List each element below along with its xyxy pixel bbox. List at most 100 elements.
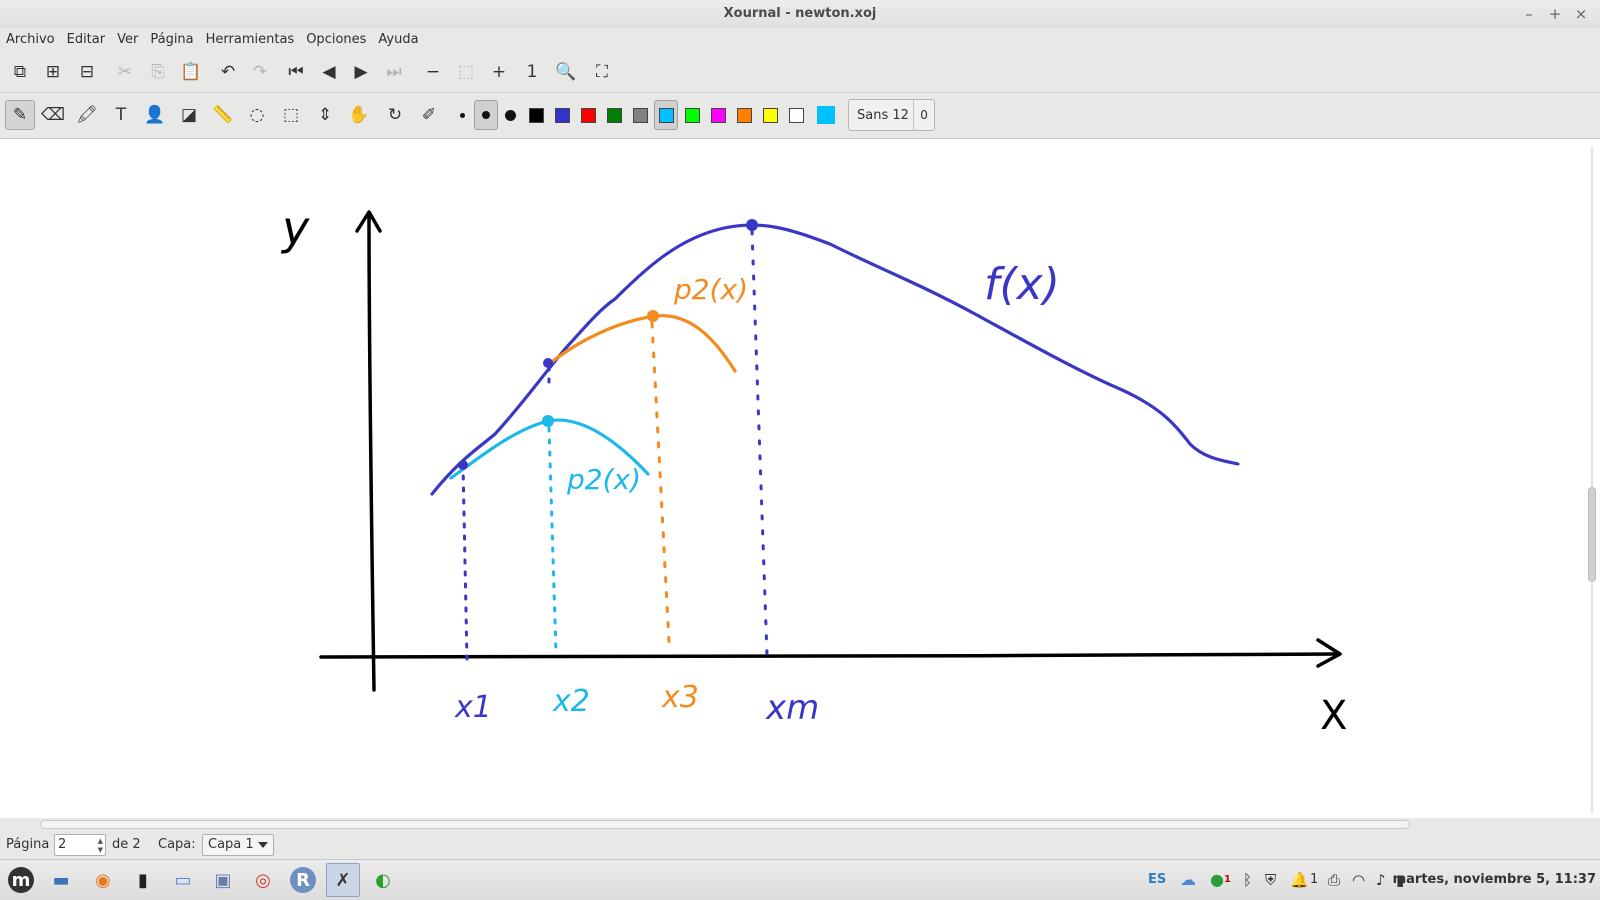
bluetooth-icon[interactable]: ᛒ <box>1243 871 1253 889</box>
first-page-icon[interactable]: ⏮ <box>288 62 304 82</box>
zoom-in-icon[interactable]: + <box>491 62 507 82</box>
files-glyph: ▭ <box>174 869 192 891</box>
color-red-button[interactable] <box>576 100 600 130</box>
x2-dotted-line <box>547 426 558 655</box>
xournal-icon[interactable]: ✗ <box>326 863 360 897</box>
vertical-scroll-thumb[interactable] <box>1588 487 1596 582</box>
eraser-tool-icon[interactable]: ⌫ <box>40 105 66 125</box>
f-curve <box>430 223 1240 496</box>
rect-select-icon[interactable]: ⬚ <box>282 105 300 125</box>
copy-icon[interactable]: ⎘ <box>151 62 165 82</box>
vertical-space-icon[interactable]: ⇕ <box>317 105 333 125</box>
color-green-button[interactable] <box>602 100 626 130</box>
spin-down-icon[interactable]: ▼ <box>97 846 103 854</box>
hand-tool-icon[interactable]: ✋ <box>348 105 370 125</box>
cloud-sync-icon[interactable]: ☁ <box>1180 870 1196 889</box>
default-tool-icon[interactable]: ↻ <box>387 105 403 125</box>
shield-icon[interactable]: ⛨ <box>1265 871 1277 889</box>
mint-menu-glyph: m <box>8 867 34 893</box>
zoom-set-icon[interactable]: 🔍 <box>555 62 577 82</box>
font-button[interactable]: Sans 12 0 <box>848 99 935 131</box>
paste-icon[interactable]: 📋 <box>180 62 202 82</box>
keyboard-layout[interactable]: ES <box>1148 872 1167 887</box>
image-tool-icon[interactable]: 👤 <box>144 105 166 125</box>
thickness-thick-button[interactable] <box>498 100 522 130</box>
menu-ver[interactable]: Ver <box>117 32 139 47</box>
menu-opciones[interactable]: Opciones <box>306 32 367 47</box>
thickness-fine-button[interactable] <box>450 100 474 130</box>
menu-herramientas[interactable]: Herramientas <box>205 32 295 47</box>
new-page-icon[interactable]: ⧉ <box>13 62 27 82</box>
horizontal-scrollbar[interactable] <box>40 820 1410 829</box>
clock[interactable]: martes, noviembre 5, 11:37 <box>1392 872 1596 887</box>
default-pen-icon[interactable]: ✐ <box>421 105 437 125</box>
color-gray-button[interactable] <box>628 100 652 130</box>
menu-pagina[interactable]: Página <box>150 32 194 47</box>
chrome-icon[interactable]: ◎ <box>246 863 280 897</box>
spin-up-icon[interactable]: ▲ <box>97 837 103 845</box>
undo-icon[interactable]: ↶ <box>220 62 236 82</box>
color-orange-button[interactable] <box>732 100 756 130</box>
fullscreen-icon[interactable]: ⛶ <box>596 62 608 82</box>
highlighter-tool-icon[interactable]: 🖍 <box>76 105 98 125</box>
previous-page-icon[interactable]: ◀ <box>322 62 336 82</box>
x1-dotted-line <box>461 462 469 662</box>
battery-icon[interactable]: ▮ <box>1396 871 1405 889</box>
page-count: de 2 <box>112 837 141 852</box>
drawing-canvas[interactable]: y X f(x) p2(x) p2(x) x1 x2 x3 xm <box>0 139 1600 818</box>
vertical-scrollbar[interactable] <box>1588 147 1596 813</box>
pen-tool-icon[interactable]: ✎ <box>5 100 35 130</box>
last-page-icon[interactable]: ⏭ <box>386 62 402 82</box>
menu-editar[interactable]: Editar <box>66 32 106 47</box>
color-magenta-button[interactable] <box>706 100 730 130</box>
firefox-icon[interactable]: ◉ <box>86 863 120 897</box>
files-icon[interactable]: ▭ <box>166 863 200 897</box>
color-swatch <box>658 107 674 123</box>
add-page-icon[interactable]: ⊞ <box>45 62 61 82</box>
cut-icon[interactable]: ✂ <box>117 62 133 82</box>
next-page-icon[interactable]: ▶ <box>354 62 368 82</box>
layer-select[interactable]: Capa 1 <box>202 834 274 856</box>
shape-recognizer-icon[interactable]: ◪ <box>180 105 198 125</box>
color-swatch <box>606 107 622 123</box>
page-spinner[interactable]: 2 ▲ ▼ <box>54 834 106 856</box>
color-yellow-button[interactable] <box>758 100 782 130</box>
zoom-out-icon[interactable]: − <box>425 62 441 82</box>
menu-archivo[interactable]: Archivo <box>6 32 55 47</box>
page-number-input[interactable]: 2 <box>58 837 67 852</box>
printer-icon[interactable]: ⎙ <box>1328 871 1341 889</box>
bell-icon[interactable]: 🔔 <box>1290 871 1309 889</box>
mint-menu-icon[interactable]: m <box>4 863 38 897</box>
close-button[interactable]: × <box>1574 5 1588 23</box>
update-icon[interactable]: ● <box>1210 870 1224 889</box>
x-axis-label: X <box>1320 693 1347 739</box>
color-light-green-button[interactable] <box>680 100 704 130</box>
rstudio-icon[interactable]: R <box>286 863 320 897</box>
status-bar: Página 2 ▲ ▼ de 2 Capa: Capa 1 <box>0 831 1600 859</box>
text-tool-icon[interactable]: T <box>115 105 127 125</box>
color-custom-button[interactable] <box>814 100 838 130</box>
wifi-icon[interactable]: ◠ <box>1352 871 1366 889</box>
redo-icon[interactable]: ↷ <box>252 62 268 82</box>
show-desktop-icon[interactable]: ▬ <box>44 863 78 897</box>
thickness-medium-button[interactable] <box>474 100 498 130</box>
color-swatch <box>736 107 752 123</box>
page-width-icon[interactable]: ⬚ <box>457 62 475 82</box>
menu-ayuda[interactable]: Ayuda <box>378 32 419 47</box>
volume-icon[interactable]: ♪ <box>1376 871 1386 889</box>
color-black-button[interactable] <box>524 100 548 130</box>
image-viewer-icon[interactable]: ▣ <box>206 863 240 897</box>
color-light-blue-button[interactable] <box>654 100 678 130</box>
y-axis-line <box>367 212 376 692</box>
zoom-normal-icon[interactable]: 1 <box>526 62 538 82</box>
color-blue-button[interactable] <box>550 100 574 130</box>
minimize-button[interactable]: – <box>1525 5 1533 23</box>
delete-page-icon[interactable]: ⊟ <box>79 62 95 82</box>
x3-label: x3 <box>661 680 699 715</box>
color-white-button[interactable] <box>784 100 808 130</box>
ruler-icon[interactable]: 📏 <box>212 105 234 125</box>
app-green-icon[interactable]: ◐ <box>366 863 400 897</box>
lasso-select-icon[interactable]: ◌ <box>249 105 265 125</box>
maximize-button[interactable]: + <box>1548 5 1562 23</box>
terminal-icon[interactable]: ▮ <box>126 863 160 897</box>
